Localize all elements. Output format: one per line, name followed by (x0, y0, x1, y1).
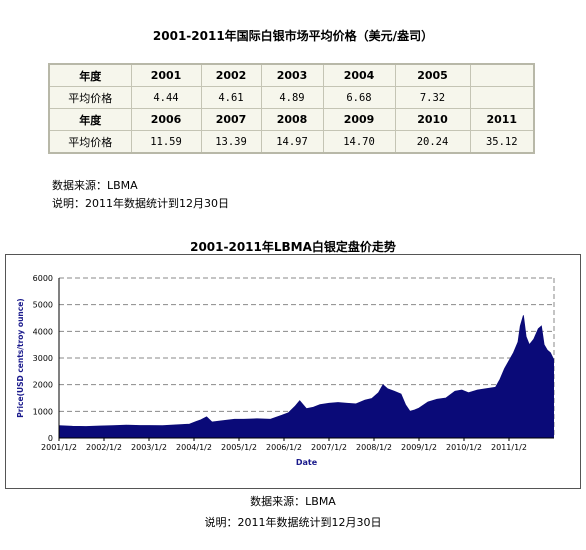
y-tick-label: 4000 (33, 327, 53, 336)
year-cell: 2009 (322, 108, 396, 131)
y-tick-label: 2000 (33, 381, 53, 390)
y-tick-label: 1000 (33, 407, 53, 416)
remark-note-bottom: 说明：2011年数据统计到12月30日 (204, 516, 382, 529)
year-cell: 2004 (322, 63, 396, 87)
table-header-row: 年度 2001 2002 2003 2004 2005 (48, 63, 535, 87)
price-cell: 13.39 (200, 130, 262, 154)
year-header-label: 年度 (48, 108, 132, 131)
price-cell: 7.32 (394, 86, 471, 109)
data-source-note: 数据来源：LBMA (52, 179, 138, 192)
data-source-note-bottom: 数据来源：LBMA (250, 495, 336, 508)
price-cell: 14.97 (260, 130, 324, 154)
price-cell: 14.70 (322, 130, 396, 154)
year-cell: 2001 (130, 63, 202, 87)
x-tick-label: 2002/1/2 (86, 443, 122, 452)
table-value-row: 平均价格 4.44 4.61 4.89 6.68 7.32 (48, 86, 535, 109)
table-header-row: 年度 2006 2007 2008 2009 2010 2011 (48, 108, 535, 131)
y-axis-label: Price(USD cents/troy ounce) (16, 298, 25, 417)
table-value-row: 平均价格 11.59 13.39 14.97 14.70 20.24 35.12 (48, 130, 535, 154)
year-cell: 2011 (469, 108, 535, 131)
price-cell: 11.59 (130, 130, 202, 154)
remark-note: 说明：2011年数据统计到12月30日 (52, 197, 229, 210)
silver-price-chart: 0 1000 2000 3000 4000 5000 6000 2001/1/2 2002/1/… (16, 274, 555, 467)
price-cell: 6.68 (322, 86, 396, 109)
year-cell: 2007 (200, 108, 262, 131)
price-cell: 20.24 (394, 130, 471, 154)
x-tick-label: 2001/1/2 (41, 443, 77, 452)
x-tick-label: 2009/1/2 (401, 443, 437, 452)
x-tick-label: 2010/1/2 (446, 443, 482, 452)
x-tick-label: 2011/1/2 (491, 443, 527, 452)
year-cell: 2005 (394, 63, 471, 87)
chart-frame: 0 1000 2000 3000 4000 5000 6000 2001/1/2 2002/1/… (5, 254, 581, 489)
year-cell: 2006 (130, 108, 202, 131)
price-cell: 4.44 (130, 86, 202, 109)
x-tick-label: 2007/1/2 (311, 443, 347, 452)
price-cell (469, 86, 535, 109)
year-header-label: 年度 (48, 63, 132, 87)
avg-price-label: 平均价格 (48, 86, 132, 109)
year-cell: 2003 (260, 63, 324, 87)
year-cell: 2008 (260, 108, 324, 131)
price-cell: 35.12 (469, 130, 535, 154)
x-tick-label: 2008/1/2 (356, 443, 392, 452)
year-cell (469, 63, 535, 87)
y-tick-label: 3000 (33, 354, 53, 363)
price-area-series (58, 315, 554, 439)
x-tick-label: 2004/1/2 (176, 443, 212, 452)
year-cell: 2002 (200, 63, 262, 87)
x-tick-label: 2005/1/2 (221, 443, 257, 452)
table-title: 2001-2011年国际白银市场平均价格（美元/盎司） (152, 29, 434, 43)
price-cell: 4.61 (200, 86, 262, 109)
y-tick-label: 6000 (33, 274, 53, 283)
price-cell: 4.89 (260, 86, 324, 109)
y-tick-label: 0 (48, 434, 53, 443)
avg-price-label: 平均价格 (48, 130, 132, 154)
x-tick-label: 2003/1/2 (131, 443, 167, 452)
chart-title: 2001-2011年LBMA白银定盘价走势 (190, 240, 396, 254)
x-tick-label: 2006/1/2 (266, 443, 302, 452)
y-tick-label: 5000 (33, 301, 53, 310)
average-price-table: 年度 2001 2002 2003 2004 2005 平均价格 4.44 4.61 4.89 6… (48, 63, 535, 154)
x-axis-label: Date (296, 458, 318, 467)
year-cell: 2010 (394, 108, 471, 131)
